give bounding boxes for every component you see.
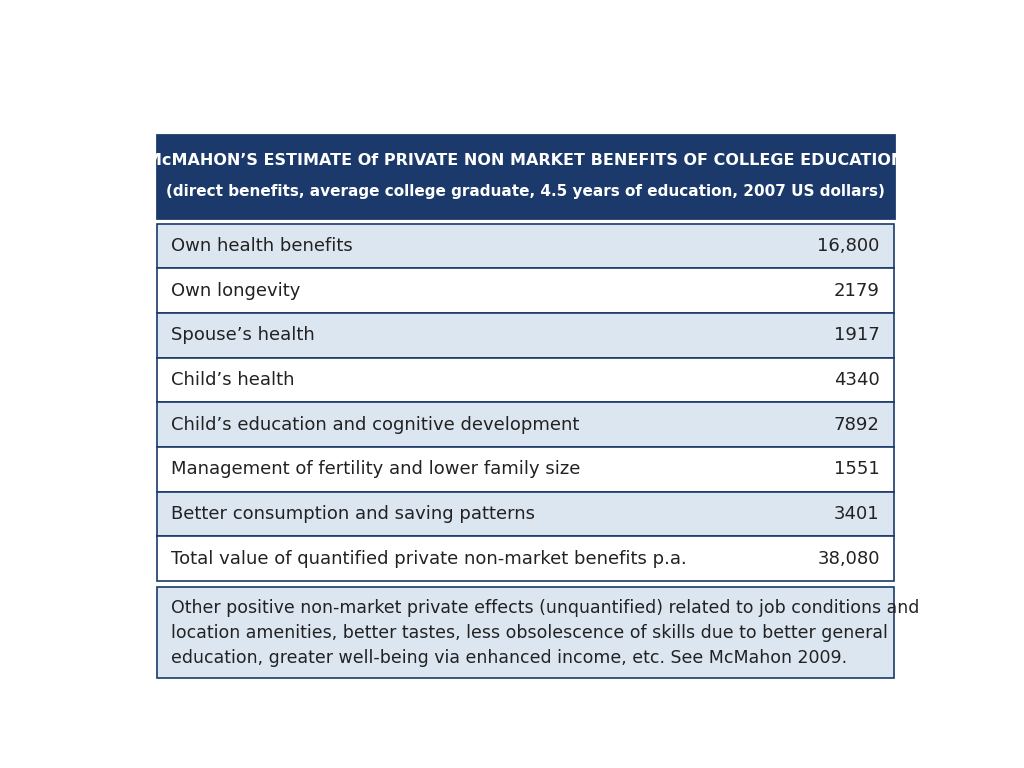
Text: 1551: 1551 xyxy=(834,461,880,478)
Bar xyxy=(158,402,894,447)
Text: Child’s health: Child’s health xyxy=(171,371,295,389)
Bar xyxy=(158,134,894,217)
Text: Spouse’s health: Spouse’s health xyxy=(171,326,315,345)
Text: Child’s education and cognitive development: Child’s education and cognitive developm… xyxy=(171,415,580,434)
Bar xyxy=(158,537,894,581)
Text: 38,080: 38,080 xyxy=(817,550,880,568)
Bar xyxy=(158,588,894,678)
Text: Other positive non-market private effects (unquantified) related to job conditio: Other positive non-market private effect… xyxy=(171,599,920,667)
Text: McMAHON’S ESTIMATE Of PRIVATE NON MARKET BENEFITS OF COLLEGE EDUCATION: McMAHON’S ESTIMATE Of PRIVATE NON MARKET… xyxy=(146,153,905,168)
Text: 1917: 1917 xyxy=(834,326,880,345)
Bar xyxy=(158,313,894,358)
Text: (direct benefits, average college graduate, 4.5 years of education, 2007 US doll: (direct benefits, average college gradua… xyxy=(166,184,885,199)
Text: 16,800: 16,800 xyxy=(817,237,880,255)
Text: 2179: 2179 xyxy=(834,282,880,300)
Bar xyxy=(158,358,894,402)
Text: Total value of quantified private non-market benefits p.a.: Total value of quantified private non-ma… xyxy=(171,550,687,568)
Text: Management of fertility and lower family size: Management of fertility and lower family… xyxy=(171,461,581,478)
Bar xyxy=(158,447,894,492)
Bar xyxy=(158,492,894,537)
Text: 4340: 4340 xyxy=(834,371,880,389)
Bar xyxy=(158,223,894,269)
Text: Own health benefits: Own health benefits xyxy=(171,237,353,255)
Text: Own longevity: Own longevity xyxy=(171,282,301,300)
Text: 7892: 7892 xyxy=(834,415,880,434)
Text: 3401: 3401 xyxy=(835,505,880,523)
Bar xyxy=(158,269,894,313)
Text: Better consumption and saving patterns: Better consumption and saving patterns xyxy=(171,505,536,523)
